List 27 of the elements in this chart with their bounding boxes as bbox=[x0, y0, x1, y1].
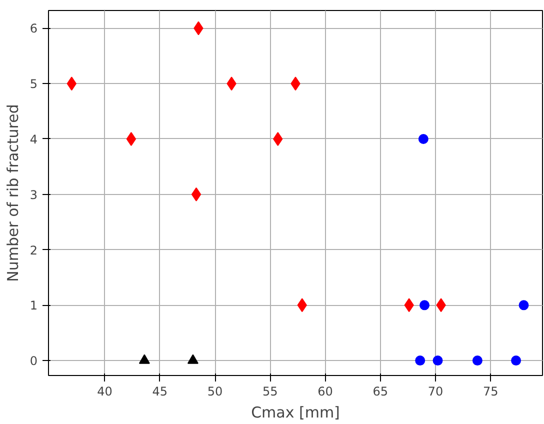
y-tick-label: 2 bbox=[30, 243, 38, 258]
x-tick-label: 60 bbox=[318, 384, 333, 398]
x-axis-title: Cmax [mm] bbox=[251, 404, 340, 422]
x-tick-label: 55 bbox=[262, 384, 278, 398]
x-tick-label: 70 bbox=[428, 384, 444, 398]
point bbox=[518, 300, 529, 310]
point bbox=[415, 356, 426, 366]
point bbox=[126, 132, 136, 146]
x-tick-label: 65 bbox=[372, 384, 388, 398]
y-tick-label: 3 bbox=[30, 188, 38, 202]
x-tick-label: 50 bbox=[207, 384, 223, 398]
y-tick-label: 4 bbox=[30, 132, 38, 146]
y-axis-title: Number of rib fractured bbox=[4, 104, 22, 282]
y-tick-label: 5 bbox=[30, 77, 38, 92]
y-tick-label: 1 bbox=[30, 298, 38, 313]
x-tick-label: 40 bbox=[97, 384, 112, 398]
y-tick-label: 0 bbox=[30, 354, 38, 368]
point bbox=[432, 356, 443, 366]
point bbox=[511, 356, 522, 366]
point bbox=[273, 132, 283, 146]
point bbox=[472, 356, 482, 366]
point bbox=[191, 187, 202, 202]
point bbox=[420, 300, 430, 310]
x-tick-label: 75 bbox=[483, 384, 498, 398]
point bbox=[418, 134, 428, 144]
x-tick-label: 45 bbox=[152, 384, 168, 398]
y-tick-label: 6 bbox=[30, 22, 38, 36]
